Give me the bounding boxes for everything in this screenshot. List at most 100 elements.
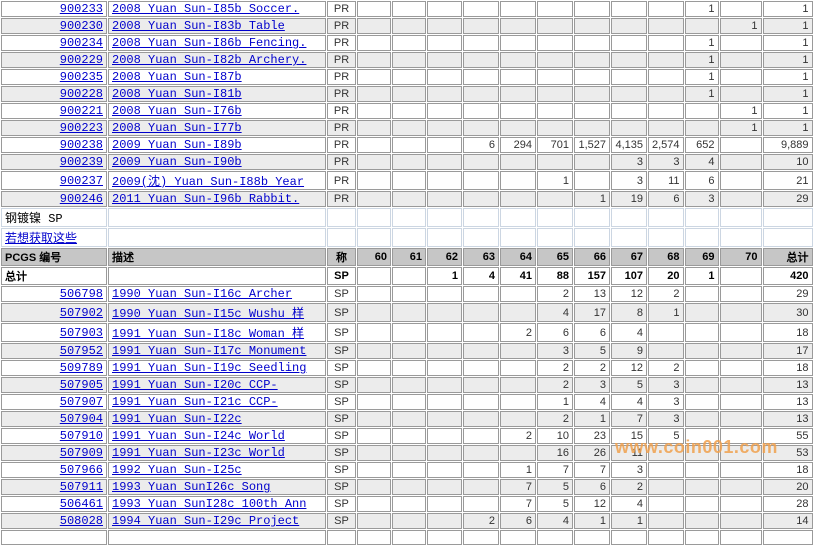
grade-68-cell: 11 (648, 171, 684, 190)
description-link[interactable]: 2008 Yuan Sun-I76b (112, 104, 242, 118)
empty-cell (327, 208, 356, 227)
description-link[interactable]: 2008 Yuan Sun-I86b Fencing. (112, 36, 307, 50)
pcgs-number-link[interactable]: 900230 (59, 19, 103, 33)
grade-65-cell: 4 (537, 303, 573, 322)
grade-67-cell: 7 (611, 411, 647, 427)
total-cell: 28 (762, 496, 813, 512)
description-link[interactable]: 1991 Yuan Sun-I18c Woman 样 (112, 327, 305, 341)
grade-68-cell: 3 (648, 411, 684, 427)
pcgs-number-link[interactable]: 507902 (59, 305, 103, 320)
pcgs-number-link[interactable]: 900246 (59, 192, 103, 206)
description-link[interactable]: 1991 Yuan Sun-I22c (112, 412, 242, 426)
grade-64-cell (500, 377, 536, 393)
grade-70-cell (719, 303, 762, 322)
total-cell: 1 (762, 103, 813, 119)
empty-cell (537, 228, 573, 247)
description-link[interactable]: 1991 Yuan Sun-I21c CCP- (112, 395, 278, 409)
table-row: 900228 2008 Yuan Sun-I81b PR 1 1 (1, 86, 813, 102)
description-link[interactable]: 1993 Yuan SunI26c Song (112, 480, 271, 494)
pcgs-number-link[interactable]: 508028 (59, 514, 103, 528)
grade-64-cell (500, 343, 536, 359)
description-link[interactable]: 2009 Yuan Sun-I90b (112, 155, 242, 169)
description-link[interactable]: 1993 Yuan SunI28c 100th Ann (112, 497, 307, 511)
pcgs-number-link[interactable]: 509789 (59, 361, 103, 375)
grade-61-cell (392, 191, 426, 207)
grade-67-cell: 3 (611, 154, 647, 170)
pcgs-number-link[interactable]: 506798 (59, 287, 103, 301)
description-link[interactable]: 2008 Yuan Sun-I85b Soccer. (112, 2, 300, 16)
description-link[interactable]: 1994 Yuan Sun-I29c Project (112, 514, 300, 528)
pcgs-number-link[interactable]: 506461 (59, 497, 103, 511)
pcgs-number-link[interactable]: 900229 (59, 53, 103, 67)
grade-60-cell (357, 479, 391, 495)
grade-64-cell (500, 35, 536, 51)
service-cell: SP (327, 513, 356, 529)
pcgs-number-link[interactable]: 900235 (59, 70, 103, 84)
pcgs-number-cell: 507952 (1, 343, 107, 359)
more-info-link[interactable]: 若想获取这些 (5, 232, 78, 246)
totals-grade-61-cell (392, 267, 426, 285)
description-link[interactable]: 1991 Yuan Sun-I23c World (112, 446, 285, 460)
grade-61-cell (392, 428, 426, 444)
description-link[interactable]: 2008 Yuan Sun-I83b Table (112, 19, 285, 33)
grade-60-cell (357, 154, 391, 170)
pcgs-number-link[interactable]: 507952 (59, 344, 103, 358)
pcgs-number-cell: 507911 (1, 479, 107, 495)
pcgs-number-link[interactable]: 900233 (59, 2, 103, 16)
description-link[interactable]: 2009(沈) Yuan Sun-I88b Year (112, 175, 305, 189)
grade-63-cell (463, 323, 499, 342)
pcgs-number-link[interactable]: 900238 (59, 138, 103, 152)
pcgs-number-link[interactable]: 507911 (59, 480, 103, 494)
section-title: 钢镀镍 SP (5, 212, 63, 226)
total-cell: 18 (762, 360, 813, 376)
description-link[interactable]: 1990 Yuan Sun-I16c Archer (112, 287, 293, 301)
description-link[interactable]: 2009 Yuan Sun-I89b (112, 138, 242, 152)
pcgs-number-link[interactable]: 507905 (59, 378, 103, 392)
pcgs-number-link[interactable]: 507910 (59, 429, 103, 443)
pcgs-number-link[interactable]: 900223 (59, 121, 103, 135)
pcgs-number-link[interactable]: 900234 (59, 36, 103, 50)
pcgs-number-link[interactable]: 507904 (59, 412, 103, 426)
description-cell: 2008 Yuan Sun-I87b (108, 69, 326, 85)
grade-67-cell: 4,135 (611, 137, 647, 153)
service-cell: PR (327, 1, 356, 17)
pcgs-number-link[interactable]: 507907 (59, 395, 103, 409)
grade-70-cell (719, 428, 762, 444)
grade-63-cell (463, 462, 499, 478)
description-link[interactable]: 2008 Yuan Sun-I82b Archery. (112, 53, 307, 67)
grade-68-cell (648, 120, 684, 136)
grade-60-cell (357, 171, 391, 190)
total-cell: 13 (762, 411, 813, 427)
description-link[interactable]: 1991 Yuan Sun-I24c World (112, 429, 285, 443)
pcgs-number-link[interactable]: 900228 (59, 87, 103, 101)
description-link[interactable]: 1990 Yuan Sun-I15c Wushu 样 (112, 307, 305, 321)
description-link[interactable]: 1992 Yuan Sun-I25c (112, 463, 242, 477)
grade-60-cell (357, 513, 391, 529)
description-link[interactable]: 2008 Yuan Sun-I81b (112, 87, 242, 101)
service-cell: PR (327, 52, 356, 68)
description-link[interactable]: 2008 Yuan Sun-I87b (112, 70, 242, 84)
pcgs-number-link[interactable]: 507909 (59, 446, 103, 460)
total-cell: 18 (762, 323, 813, 342)
grade-65-cell (537, 86, 573, 102)
grade-66-cell (574, 35, 610, 51)
description-link[interactable]: 1991 Yuan Sun-I20c CCP- (112, 378, 278, 392)
empty-cell (719, 208, 762, 227)
description-cell: 2009 Yuan Sun-I89b (108, 137, 326, 153)
description-link[interactable]: 2011 Yuan Sun-I96b Rabbit. (112, 192, 300, 206)
grade-60-cell (357, 69, 391, 85)
description-link[interactable]: 1991 Yuan Sun-I19c Seedling (112, 361, 307, 375)
grade-63-cell (463, 303, 499, 322)
grade-63-cell (463, 1, 499, 17)
grade-66-cell (574, 1, 610, 17)
pcgs-number-link[interactable]: 507966 (59, 463, 103, 477)
pcgs-number-link[interactable]: 900237 (59, 173, 103, 188)
pcgs-number-link[interactable]: 900239 (59, 155, 103, 169)
pcgs-number-link[interactable]: 900221 (59, 104, 103, 118)
service-cell: PR (327, 35, 356, 51)
description-link[interactable]: 2008 Yuan Sun-I77b (112, 121, 242, 135)
service-cell: PR (327, 191, 356, 207)
pcgs-number-link[interactable]: 507903 (59, 325, 103, 340)
description-link[interactable]: 1991 Yuan Sun-I17c Monument (112, 344, 307, 358)
